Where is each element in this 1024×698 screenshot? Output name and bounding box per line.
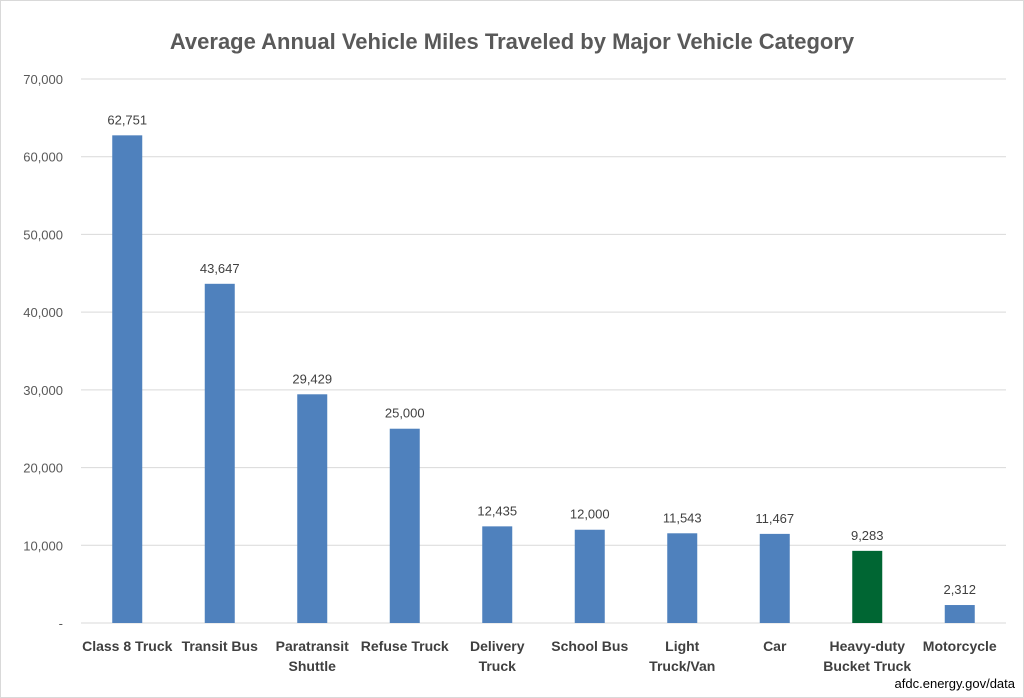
bar xyxy=(852,550,883,623)
x-tick-label-line: Bucket Truck xyxy=(823,658,911,674)
x-tick-label-line: Shuttle xyxy=(289,658,337,674)
x-tick-label-line: Motorcycle xyxy=(923,638,997,654)
x-tick-label: Heavy-duty Bucket Truck xyxy=(823,638,911,674)
data-label: 62,751 xyxy=(107,112,147,127)
x-tick-label-line: Transit Bus xyxy=(182,638,258,654)
x-tick-label-line: Paratransit xyxy=(276,638,349,654)
data-label: 25,000 xyxy=(385,406,425,421)
x-tick-label-line: Truck xyxy=(479,658,517,674)
y-tick-label: 30,000 xyxy=(23,383,63,398)
x-tick-label: Refuse Truck xyxy=(361,638,449,654)
data-label: 12,435 xyxy=(477,503,517,518)
y-tick-label: 10,000 xyxy=(23,538,63,553)
source-note: afdc.energy.gov/data xyxy=(894,676,1015,691)
data-label: 9,283 xyxy=(851,528,884,543)
x-tick-label: Class 8 Truck xyxy=(82,638,172,654)
bar xyxy=(204,283,235,623)
x-tick-label-line: Light xyxy=(665,638,700,654)
y-tick-label: 60,000 xyxy=(23,150,63,165)
data-label: 11,467 xyxy=(755,511,794,526)
y-tick-label: - xyxy=(59,616,63,631)
y-tick-label: 20,000 xyxy=(23,461,63,476)
bar xyxy=(667,533,698,623)
x-tick-label-line: Delivery xyxy=(470,638,525,654)
bar xyxy=(944,605,975,623)
chart-title: Average Annual Vehicle Miles Traveled by… xyxy=(169,29,855,54)
data-label: 2,312 xyxy=(943,582,976,597)
x-tick-label-line: Refuse Truck xyxy=(361,638,449,654)
bar xyxy=(297,394,328,623)
bar xyxy=(574,529,605,623)
data-label: 29,429 xyxy=(292,371,332,386)
x-tick-label-line: Heavy-duty xyxy=(830,638,906,654)
x-tick-label: Paratransit Shuttle xyxy=(276,638,349,674)
x-tick-label-line: School Bus xyxy=(551,638,628,654)
x-tick-label: Delivery Truck xyxy=(470,638,525,674)
x-tick-label: Transit Bus xyxy=(182,638,258,654)
y-tick-label: 70,000 xyxy=(23,72,63,87)
bar xyxy=(112,135,143,623)
x-tick-label: Car xyxy=(763,638,787,654)
y-tick-label: 40,000 xyxy=(23,305,63,320)
data-label: 11,543 xyxy=(663,510,702,525)
data-label: 12,000 xyxy=(570,507,610,522)
bar xyxy=(389,428,420,623)
x-tick-label-line: Truck/Van xyxy=(649,658,715,674)
x-tick-label-line: Class 8 Truck xyxy=(82,638,172,654)
y-tick-label: 50,000 xyxy=(23,227,63,242)
data-label: 43,647 xyxy=(200,261,240,276)
x-tick-label: Motorcycle xyxy=(923,638,997,654)
bar xyxy=(759,533,790,623)
x-tick-label: Light Truck/Van xyxy=(649,638,715,674)
x-tick-label-line: Car xyxy=(763,638,787,654)
bar xyxy=(482,526,513,623)
x-tick-label: School Bus xyxy=(551,638,628,654)
